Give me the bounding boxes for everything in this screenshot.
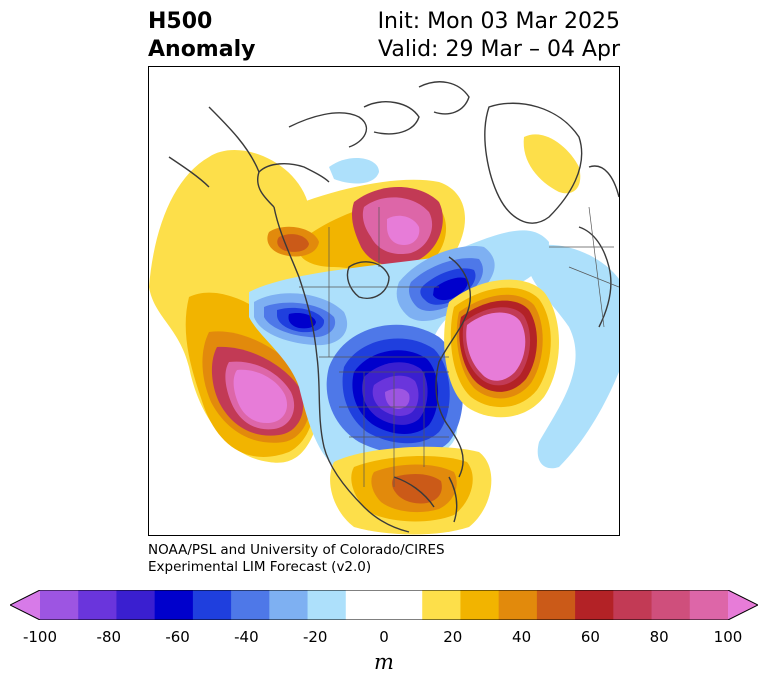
anomaly-map-svg bbox=[149, 81, 619, 535]
colorbar bbox=[10, 590, 758, 620]
forecast-dates: Init: Mon 03 Mar 2025 Valid: 29 Mar – 04… bbox=[378, 8, 620, 64]
colorbar-tick-label: -100 bbox=[22, 628, 58, 646]
anomaly-map bbox=[148, 66, 620, 536]
colorbar-tick-label: 60 bbox=[580, 628, 600, 646]
colorbar-tick-label: 40 bbox=[512, 628, 532, 646]
political-borders bbox=[299, 206, 619, 487]
colorbar-tick-label: -40 bbox=[234, 628, 259, 646]
arctic-ridge bbox=[249, 179, 466, 279]
colorbar-tick-label: 20 bbox=[443, 628, 463, 646]
coastlines bbox=[168, 81, 619, 533]
colorbar-segment bbox=[422, 590, 461, 620]
valid-date: Valid: 29 Mar – 04 Apr bbox=[378, 37, 620, 62]
colorbar-tick-label: 80 bbox=[649, 628, 669, 646]
credit-line-2: Experimental LIM Forecast (v2.0) bbox=[148, 559, 372, 575]
colorbar-unit: m bbox=[374, 650, 394, 674]
greenland-trough bbox=[396, 246, 495, 322]
colorbar-segment bbox=[40, 590, 79, 620]
colorbar-segment bbox=[345, 590, 385, 620]
colorbar-segment bbox=[231, 590, 270, 620]
colorbar-segment bbox=[192, 590, 232, 620]
eastern-north-america-trough bbox=[326, 324, 463, 456]
colorbar-segment bbox=[689, 590, 729, 620]
colorbar-tick-label: -20 bbox=[302, 628, 328, 646]
credit-text: NOAA/PSL and University of Colorado/CIRE… bbox=[148, 542, 445, 576]
colorbar-segment bbox=[651, 590, 691, 620]
colorbar-segment bbox=[575, 590, 614, 620]
title-variable: H500 bbox=[148, 9, 213, 34]
greenland-ridge bbox=[523, 134, 581, 194]
colorbar-tick-label: 0 bbox=[379, 628, 389, 646]
colorbar-tick-label: -80 bbox=[96, 628, 122, 646]
colorbar-extend-max bbox=[728, 590, 758, 620]
west-atlantic-ridge bbox=[444, 279, 559, 418]
colorbar-tick-label: 100 bbox=[713, 628, 743, 646]
credit-line-1: NOAA/PSL and University of Colorado/CIRE… bbox=[148, 542, 445, 558]
colorbar-extend-min bbox=[10, 590, 40, 620]
colorbar-segment bbox=[78, 590, 117, 620]
colorbar-segment bbox=[498, 590, 538, 620]
title-field: Anomaly bbox=[148, 37, 256, 62]
init-date: Init: Mon 03 Mar 2025 bbox=[377, 9, 620, 34]
colorbar-segment bbox=[307, 590, 347, 620]
colorbar-segment bbox=[460, 590, 500, 620]
colorbar-segment bbox=[116, 590, 156, 620]
colorbar-segment bbox=[613, 590, 653, 620]
colorbar-segment bbox=[269, 590, 309, 620]
colorbar-segment bbox=[384, 590, 423, 620]
map-title: H500 Anomaly bbox=[148, 8, 255, 64]
colorbar-tick-label: -60 bbox=[165, 628, 190, 646]
colorbar-segment bbox=[536, 590, 576, 620]
gulf-ridge bbox=[330, 446, 492, 535]
colorbar-segment bbox=[154, 590, 194, 620]
